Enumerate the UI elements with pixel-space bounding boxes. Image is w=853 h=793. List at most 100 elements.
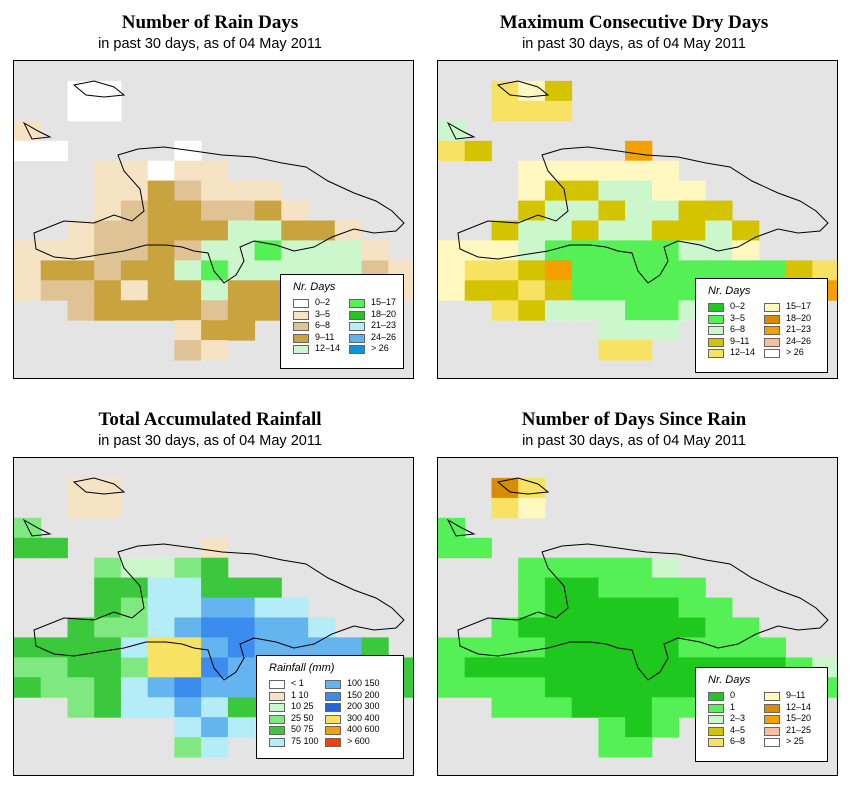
grid-cell <box>254 220 282 241</box>
grid-cell <box>201 737 229 758</box>
grid-cell <box>174 697 202 718</box>
grid-cell <box>491 697 519 718</box>
grid-cell <box>625 717 653 738</box>
grid-cell <box>438 537 466 559</box>
grid-cell <box>40 677 68 698</box>
grid-cell <box>651 577 680 598</box>
grid-cell <box>94 180 122 201</box>
legend-swatch <box>349 299 365 308</box>
grid-cell <box>174 340 202 361</box>
legend-swatch <box>325 680 341 689</box>
grid-cell <box>201 557 229 579</box>
grid-cell <box>625 260 653 281</box>
grid-cell <box>120 637 149 658</box>
grid-cell <box>174 657 202 678</box>
grid-cell <box>544 637 573 658</box>
grid-cell <box>67 260 95 281</box>
grid-cell <box>758 260 786 281</box>
grid-cell <box>464 637 492 658</box>
legend-title: Nr. Days <box>708 674 751 686</box>
grid-cell <box>94 300 122 321</box>
grid-cell <box>518 240 546 261</box>
grid-cell <box>120 677 149 698</box>
grid-cell <box>732 617 760 638</box>
grid-cell <box>544 597 573 618</box>
grid-cell <box>120 280 149 301</box>
legend-label: 3–5 <box>315 308 331 319</box>
grid-cell <box>14 280 42 301</box>
grid-cell <box>174 677 202 698</box>
map-grid <box>438 80 837 361</box>
grid-cell <box>67 300 95 321</box>
legend-swatch <box>764 337 780 347</box>
grid-cell <box>120 260 149 281</box>
grid-cell <box>67 240 95 261</box>
legend-title: Rainfall (mm) <box>269 662 335 674</box>
grid-cell <box>67 100 95 122</box>
grid-cell <box>94 200 122 221</box>
coast-outline <box>446 80 550 140</box>
grid-cell <box>147 617 175 638</box>
grid-cell <box>518 657 546 678</box>
coast-outline <box>22 477 126 537</box>
grid-cell <box>120 240 149 261</box>
grid-cell <box>678 617 706 638</box>
grid-cell <box>201 280 229 301</box>
grid-cell <box>544 577 573 598</box>
legend-label: 25 50 <box>291 712 314 723</box>
grid-cell <box>147 637 175 658</box>
grid-cell <box>518 677 546 698</box>
grid-cell <box>518 597 546 618</box>
grid-cell <box>518 80 546 102</box>
grid-cell <box>94 637 122 658</box>
legend-label: 0–2 <box>730 301 746 311</box>
legend-swatch <box>269 703 285 712</box>
grid-cell <box>651 320 680 341</box>
legend-label: 6–8 <box>730 324 746 334</box>
grid-cell <box>438 280 466 301</box>
grid-cell <box>254 260 282 281</box>
grid-cell <box>94 617 122 638</box>
grid-cell <box>812 260 837 281</box>
grid-cell <box>201 577 229 598</box>
grid-cell <box>334 240 362 261</box>
grid-cell <box>94 657 122 678</box>
legend-swatch <box>325 714 341 724</box>
grid-cell <box>174 300 202 321</box>
grid-cell <box>491 657 519 678</box>
grid-cell <box>544 240 573 261</box>
grid-cell <box>281 597 309 618</box>
grid-cell <box>571 260 599 281</box>
grid-cell <box>491 617 519 638</box>
legend-label: 400 600 <box>347 724 380 734</box>
grid-cell <box>254 180 282 201</box>
grid-cell <box>94 160 122 182</box>
legend-title: Nr. Days <box>708 285 751 297</box>
legend-swatch <box>764 703 780 713</box>
grid-cell <box>598 617 626 638</box>
legend-swatch <box>708 337 724 347</box>
grid-cell <box>518 577 546 598</box>
grid-cell <box>598 160 626 182</box>
grid-cell <box>625 577 653 598</box>
grid-cell <box>40 537 68 559</box>
grid-cell <box>147 180 175 201</box>
grid-cell <box>678 220 706 241</box>
legend-swatch <box>764 314 780 324</box>
grid-cell <box>174 160 202 182</box>
grid-cell <box>518 260 546 281</box>
grid-cell <box>571 180 599 201</box>
grid-cell <box>147 160 175 182</box>
grid-cell <box>281 220 309 241</box>
legend-label: 21–23 <box>371 320 397 330</box>
grid-cell <box>281 617 309 638</box>
grid-cell <box>120 577 149 598</box>
grid-cell <box>678 577 706 598</box>
grid-cell <box>174 597 202 618</box>
grid-cell <box>174 637 202 658</box>
panel-title: Maximum Consecutive Dry Days <box>499 12 769 33</box>
legend-swatch <box>269 726 285 735</box>
coast-outline <box>22 80 126 140</box>
grid-cell <box>94 220 122 241</box>
legend-label: 2–3 <box>730 713 746 723</box>
